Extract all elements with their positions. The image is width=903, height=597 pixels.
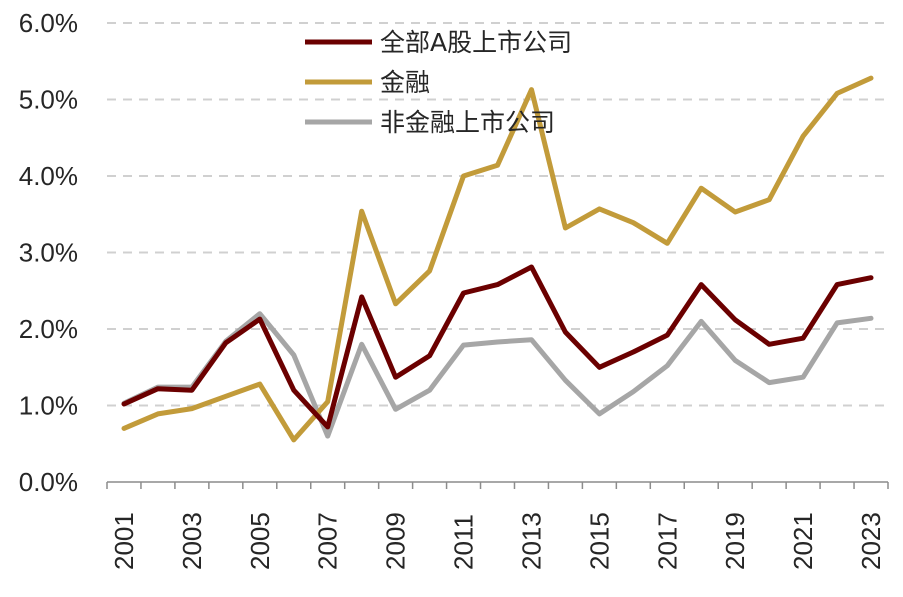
x-tick-label: 2013 bbox=[516, 512, 546, 570]
legend-item-all-a-shares: 全部A股上市公司 bbox=[305, 28, 572, 57]
x-axis-tick-labels: 2001 2003 2005 2007 2009 2011 2013 2015 2017 2019… bbox=[109, 512, 886, 570]
legend-item-non-financial: 非金融上市公司 bbox=[305, 108, 555, 137]
y-tick-label: 4.0% bbox=[19, 161, 78, 191]
y-tick-label: 0.0% bbox=[19, 467, 78, 497]
series-lines bbox=[121, 75, 874, 443]
series-line-all-a-shares bbox=[121, 264, 874, 430]
x-tick-label: 2017 bbox=[652, 512, 682, 570]
x-tick-label: 2007 bbox=[313, 512, 343, 570]
series-line-financial bbox=[121, 75, 874, 443]
y-tick-label: 1.0% bbox=[19, 391, 78, 421]
x-tick-label: 2009 bbox=[381, 512, 411, 570]
x-tick-label: 2003 bbox=[177, 512, 207, 570]
x-tick-label: 2015 bbox=[584, 512, 614, 570]
legend: 全部A股上市公司 金融 非金融上市公司 bbox=[305, 28, 572, 137]
x-tick-label: 2011 bbox=[449, 514, 479, 570]
x-axis bbox=[106, 481, 889, 489]
series-line-non-financial bbox=[121, 311, 874, 439]
x-tick-label: 2005 bbox=[245, 512, 275, 570]
legend-label-financial: 金融 bbox=[380, 68, 430, 97]
legend-item-financial: 金融 bbox=[305, 68, 430, 97]
legend-label-non-financial: 非金融上市公司 bbox=[380, 108, 555, 137]
y-tick-label: 6.0% bbox=[19, 8, 78, 38]
x-tick-label: 2019 bbox=[720, 512, 750, 570]
y-tick-label: 5.0% bbox=[19, 85, 78, 115]
y-tick-label: 3.0% bbox=[19, 238, 78, 268]
y-tick-label: 2.0% bbox=[19, 314, 78, 344]
legend-label-all-a-shares: 全部A股上市公司 bbox=[380, 28, 572, 57]
x-tick-label: 2001 bbox=[109, 512, 139, 570]
x-tick-label: 2023 bbox=[856, 512, 886, 570]
y-axis-tick-labels: 0.0% 1.0% 2.0% 3.0% 4.0% 5.0% 6.0% bbox=[19, 8, 78, 497]
x-tick-label: 2021 bbox=[788, 512, 818, 570]
